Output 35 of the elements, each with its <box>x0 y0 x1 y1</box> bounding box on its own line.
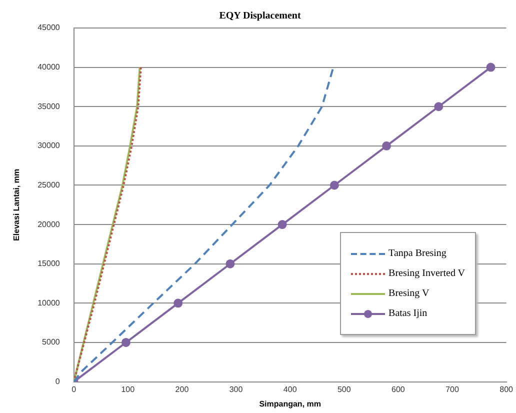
y-tick-label: 5000 <box>42 338 60 347</box>
x-tick-label: 400 <box>283 384 298 394</box>
x-axis-title: Simpangan, mm <box>259 399 321 408</box>
legend-label: Tanpa Bresing <box>388 248 446 259</box>
x-tick-label: 300 <box>229 384 244 394</box>
point <box>330 180 339 190</box>
x-tick-label: 800 <box>500 384 514 394</box>
y-tick-label: 35000 <box>38 102 60 111</box>
y-axis-title: Elevasi Lantai, mm <box>12 168 22 241</box>
legend-label: Batas Ijin <box>388 308 428 319</box>
x-tick-label: 100 <box>121 384 136 394</box>
y-tick-label: 40000 <box>38 62 60 72</box>
x-tick-label: 200 <box>175 384 190 394</box>
y-tick-label: 20000 <box>38 220 60 229</box>
point <box>278 220 287 230</box>
point <box>486 62 496 72</box>
y-tick-label: 0 <box>55 377 60 386</box>
x-tick-label: 600 <box>392 384 406 394</box>
y-tick-label: 25000 <box>38 180 60 190</box>
point <box>226 259 235 268</box>
y-tick-label: 45000 <box>38 23 60 32</box>
point <box>434 102 444 112</box>
y-tick-label: 30000 <box>38 141 60 150</box>
point <box>174 298 183 308</box>
x-tick-label: 0 <box>72 384 77 394</box>
legend-label: Bresing Inverted V <box>388 268 465 279</box>
x-tick-label: 700 <box>446 384 460 394</box>
point <box>121 338 130 347</box>
line-series <box>74 66 334 382</box>
y-tick-label: 10000 <box>38 298 60 308</box>
legend-label: Bresing V <box>388 288 430 299</box>
x-tick-label: 500 <box>337 384 352 394</box>
y-tick-label: 15000 <box>38 259 60 268</box>
chart-title: EQY Displacement <box>219 10 302 22</box>
point <box>382 141 392 150</box>
